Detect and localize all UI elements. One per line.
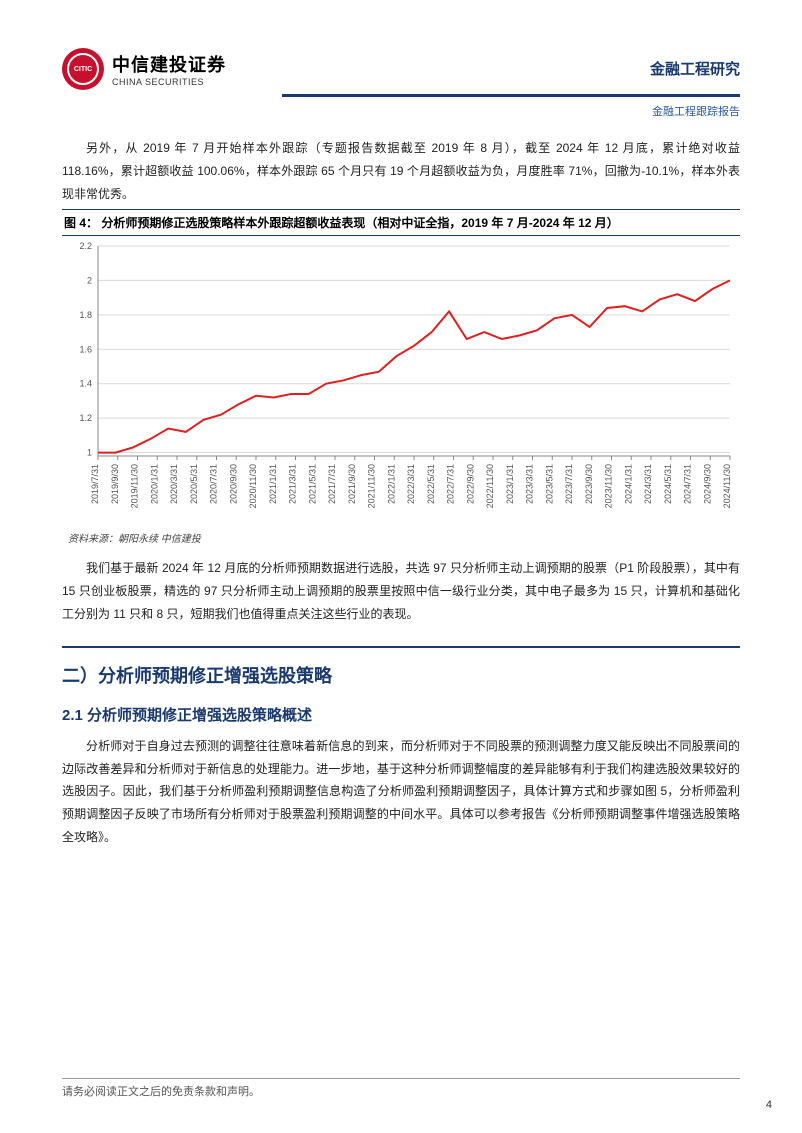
svg-text:2024/3/31: 2024/3/31 [643, 464, 653, 504]
svg-text:2021/3/31: 2021/3/31 [288, 464, 298, 504]
svg-text:2019/7/31: 2019/7/31 [90, 464, 100, 504]
header-category: 金融工程研究 [650, 58, 740, 81]
svg-text:2024/7/31: 2024/7/31 [683, 464, 693, 504]
figure-4-chart: 1 1.2 1.4 1.6 1.8 2 2.2 2019/7/31 2019/9/30 2019/… [62, 236, 740, 526]
svg-text:2023/7/31: 2023/7/31 [564, 464, 574, 504]
figure-4-title: 图 4： 分析师预期修正选股策略样本外跟踪超额收益表现（相对中证全指，2019 … [62, 209, 740, 236]
svg-text:2022/5/31: 2022/5/31 [426, 464, 436, 504]
figure-label: 图 4： [64, 216, 98, 230]
svg-text:2020/3/31: 2020/3/31 [169, 464, 179, 504]
svg-text:2020/5/31: 2020/5/31 [189, 464, 199, 504]
paragraph-intro: 另外，从 2019 年 7 月开始样本外跟踪（专题报告数据截至 2019 年 8… [62, 137, 740, 205]
paragraph-selection: 我们基于最新 2024 年 12 月底的分析师预期数据进行选股，共选 97 只分… [62, 557, 740, 625]
svg-text:2021/5/31: 2021/5/31 [307, 464, 317, 504]
svg-text:2: 2 [87, 276, 92, 286]
footer-disclaimer: 请务必阅读正文之后的免责条款和声明。 [62, 1083, 260, 1099]
figure-caption: 分析师预期修正选股策略样本外跟踪超额收益表现（相对中证全指，2019 年 7 月… [101, 216, 618, 230]
section-2-1-heading: 2.1 分析师预期修正增强选股策略概述 [62, 704, 740, 725]
svg-text:2024/9/30: 2024/9/30 [702, 464, 712, 504]
line-chart-svg: 1 1.2 1.4 1.6 1.8 2 2.2 2019/7/31 2019/9/30 2019/… [62, 236, 740, 526]
figure-4-source: 资料来源：朝阳永续 中信建投 [62, 526, 740, 557]
section-divider [62, 646, 740, 648]
svg-text:2022/3/31: 2022/3/31 [406, 464, 416, 504]
svg-text:1: 1 [87, 448, 92, 458]
page-header: CITIC 中信建投证券 CHINA SECURITIES 金融工程研究 [62, 48, 740, 90]
svg-text:1.8: 1.8 [79, 310, 92, 320]
page-number: 4 [766, 1099, 772, 1111]
svg-text:2024/11/30: 2024/11/30 [722, 464, 732, 508]
svg-text:2022/11/30: 2022/11/30 [485, 464, 495, 508]
svg-text:2019/11/30: 2019/11/30 [130, 464, 140, 508]
svg-text:2.2: 2.2 [79, 241, 92, 251]
svg-text:2022/1/31: 2022/1/31 [386, 464, 396, 504]
svg-text:2022/9/30: 2022/9/30 [465, 464, 475, 504]
svg-text:2024/1/31: 2024/1/31 [623, 464, 633, 504]
svg-text:2023/1/31: 2023/1/31 [505, 464, 515, 504]
svg-text:1.4: 1.4 [79, 379, 92, 389]
svg-text:2023/5/31: 2023/5/31 [544, 464, 554, 504]
svg-text:2020/1/31: 2020/1/31 [149, 464, 159, 504]
svg-text:2022/7/31: 2022/7/31 [446, 464, 456, 504]
svg-text:2023/11/30: 2023/11/30 [604, 464, 614, 508]
svg-text:2024/5/31: 2024/5/31 [663, 464, 673, 504]
svg-text:2021/11/30: 2021/11/30 [367, 464, 377, 508]
svg-text:2021/7/31: 2021/7/31 [327, 464, 337, 504]
svg-text:2020/11/30: 2020/11/30 [248, 464, 258, 508]
section-2-1-body: 分析师对于自身过去预测的调整往往意味着新信息的到来，而分析师对于不同股票的预测调… [62, 735, 740, 849]
svg-text:1.2: 1.2 [79, 414, 92, 424]
logo-text-en: CHINA SECURITIES [112, 77, 226, 87]
section-2-heading: 二）分析师预期修正增强选股策略 [62, 662, 740, 688]
svg-text:1.6: 1.6 [79, 345, 92, 355]
logo-icon: CITIC [62, 48, 104, 90]
header-subtitle: 金融工程跟踪报告 [62, 103, 740, 119]
logo-text-cn: 中信建投证券 [112, 51, 226, 77]
brand-logo: CITIC 中信建投证券 CHINA SECURITIES [62, 48, 226, 90]
page-footer: 请务必阅读正文之后的免责条款和声明。 [62, 1078, 740, 1099]
svg-text:2020/9/30: 2020/9/30 [228, 464, 238, 504]
header-rule [62, 94, 740, 97]
svg-text:2020/7/31: 2020/7/31 [209, 464, 219, 504]
svg-text:2021/9/30: 2021/9/30 [347, 464, 357, 504]
svg-text:2023/9/30: 2023/9/30 [584, 464, 594, 504]
svg-text:2023/3/31: 2023/3/31 [525, 464, 535, 504]
svg-text:2021/1/31: 2021/1/31 [268, 464, 278, 504]
svg-text:2019/9/30: 2019/9/30 [110, 464, 120, 504]
